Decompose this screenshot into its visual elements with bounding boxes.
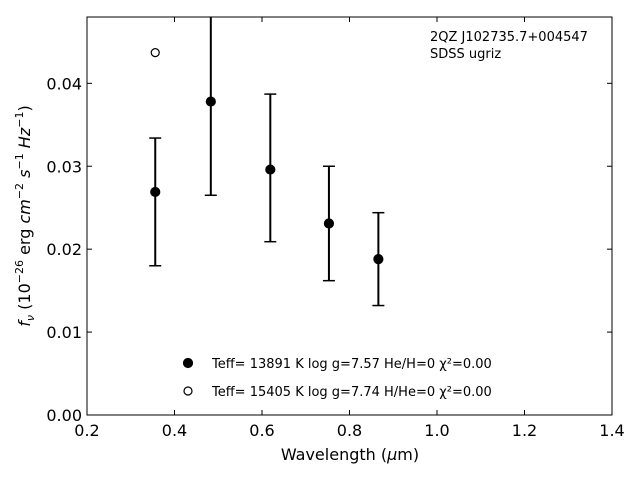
x-tick-label-5: 1.2: [512, 421, 537, 440]
y-axis-label: fν (10−26 erg cm−2 s−1 Hz−1): [13, 105, 37, 326]
x-axis-label: Wavelength (μm): [281, 445, 419, 464]
plot-content: [149, 17, 385, 307]
legend-marker-0: [182, 357, 194, 369]
x-tick-label-4: 1.0: [424, 421, 449, 440]
x-tick-label-0: 0.2: [74, 421, 99, 440]
legend-label-1: Teff= 15405 K log g=7.74 H/He=0 χ²=0.00: [211, 385, 492, 400]
data-point-0-1: [205, 96, 216, 107]
data-point-0-2: [265, 164, 276, 175]
data-point-1-0: [150, 48, 160, 58]
annotation-line-2: SDSS ugriz: [430, 47, 501, 62]
annotation-line-1: 2QZ J102735.7+004547: [430, 30, 588, 45]
legend-label-0: Teff= 13891 K log g=7.57 He/H=0 χ²=0.00: [211, 357, 492, 372]
x-tick-label-1: 0.4: [162, 421, 187, 440]
data-point-0-3: [323, 218, 335, 229]
x-tick-label-6: 1.4: [599, 421, 624, 440]
tick-group: 0.2 0.4 0.6 0.8 1.0 1.2 1.4 0.00 0.01 0.02 0.03 0.0…: [46, 17, 625, 440]
y-tick-label-3: 0.03: [46, 157, 82, 176]
x-tick-label-2: 0.6: [249, 421, 274, 440]
y-tick-label-2: 0.02: [46, 240, 82, 259]
y-tick-label-4: 0.04: [46, 74, 82, 93]
data-point-0-0: [150, 186, 161, 198]
y-tick-label-1: 0.01: [46, 323, 82, 342]
axes-frame: [86, 16, 613, 416]
y-tick-label-0: 0.00: [46, 406, 82, 425]
data-point-0-4: [373, 254, 384, 265]
legend: Teff= 13891 K log g=7.57 He/H=0 χ²=0.00 T…: [182, 357, 492, 400]
legend-marker-1: [183, 386, 193, 396]
x-tick-label-3: 0.8: [337, 421, 362, 440]
